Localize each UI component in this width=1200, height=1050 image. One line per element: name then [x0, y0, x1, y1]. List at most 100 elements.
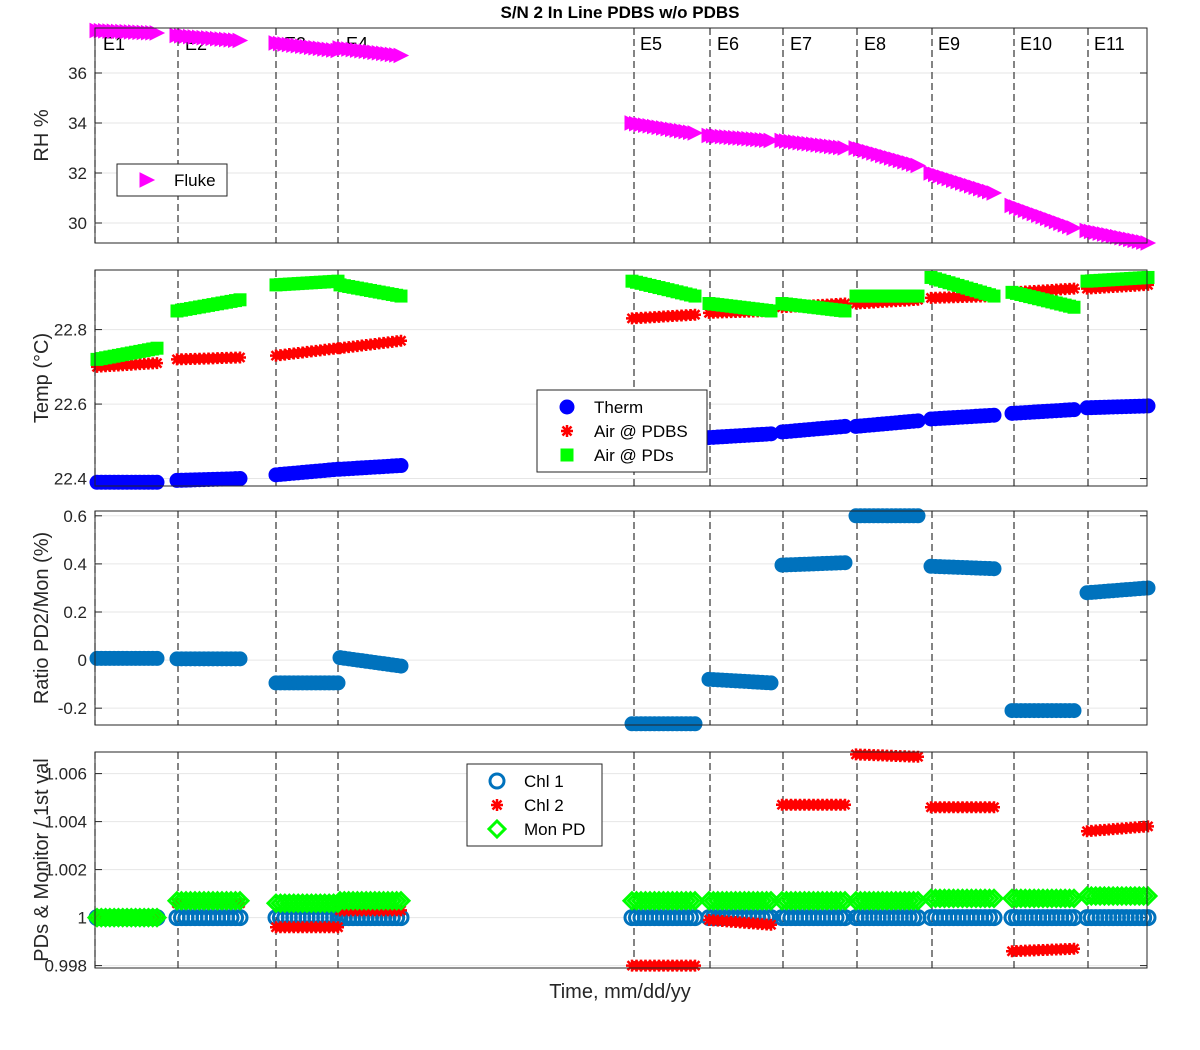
data-point [839, 798, 851, 811]
y-tick-label: 1 [78, 909, 87, 928]
data-point [393, 658, 409, 674]
data-point [149, 25, 166, 41]
legend-label: Air @ PDs [594, 446, 674, 465]
data-point [393, 458, 409, 474]
data-point [149, 650, 165, 666]
plot-area [95, 511, 1147, 725]
data-point [561, 425, 573, 437]
y-tick-label: -0.2 [58, 699, 87, 718]
data-point [1141, 270, 1155, 284]
data-point [830, 890, 851, 911]
y-tick-label: 0.4 [63, 555, 87, 574]
series-mon-pd [86, 885, 1159, 928]
legend: Fluke [116, 163, 228, 197]
event-label-e9: E9 [938, 34, 960, 54]
data-point [232, 32, 249, 49]
data-point [987, 289, 1001, 303]
legend-label: Chl 2 [524, 796, 564, 815]
data-point [560, 448, 574, 462]
y-tick-label: 22.6 [54, 395, 87, 414]
legend-box [116, 163, 228, 197]
y-tick-label: 1.004 [44, 813, 87, 832]
axes-frame [94, 269, 1148, 487]
data-point [395, 334, 407, 347]
axes-frame [94, 510, 1148, 726]
legend: Therm Air @ PDBS Air @ PDs [536, 389, 708, 473]
y-tick-label: 0.998 [44, 957, 87, 976]
data-point [986, 185, 1003, 201]
data-point [988, 801, 1000, 814]
data-point [1068, 282, 1080, 295]
series-air-pds [90, 270, 1155, 366]
y-tick-label: 0.2 [63, 603, 87, 622]
y-tick-label: 34 [68, 114, 87, 133]
data-point [1066, 703, 1082, 719]
y-tick-label: 1.002 [44, 861, 87, 880]
data-point [910, 413, 926, 429]
data-point [684, 890, 706, 911]
data-point [393, 47, 410, 64]
y-axis-label: PDs & Monitor / 1st val [31, 758, 53, 961]
data-point [687, 125, 704, 141]
data-point [985, 909, 1003, 927]
data-point [149, 474, 165, 490]
data-point [142, 907, 163, 928]
legend-label: Fluke [174, 171, 216, 190]
data-point [151, 357, 163, 370]
event-label-e11: E11 [1094, 34, 1125, 54]
data-point [146, 907, 168, 928]
figure-title: S/N 2 In Line PDBS w/o PDBS [501, 3, 740, 22]
data-point [390, 890, 412, 911]
legend-item: Chl 1 [488, 772, 564, 791]
data-point [1140, 580, 1156, 596]
legend-item: Air @ PDBS [561, 422, 688, 441]
y-tick-label: 30 [68, 214, 87, 233]
y-tick-label: 0 [78, 651, 87, 670]
data-point [839, 297, 851, 310]
data-point [139, 172, 156, 188]
data-point [491, 799, 503, 811]
data-point [234, 351, 246, 364]
data-point [763, 675, 779, 691]
legend-label: Mon PD [524, 820, 585, 839]
plot-area [95, 752, 1147, 968]
data-point [150, 341, 164, 355]
data-point [332, 921, 344, 934]
data-point [1133, 885, 1154, 907]
axes-frame [94, 751, 1148, 969]
data-point [837, 140, 854, 156]
data-point [1066, 402, 1082, 418]
data-point [764, 304, 778, 318]
data-point [1142, 820, 1154, 833]
panel-3: -0.2 0 0.2 0.4 0.6 Ratio PD2/Mon (%) [31, 507, 1156, 732]
y-axis-label: RH % [31, 109, 53, 161]
data-point [765, 918, 777, 931]
data-point [910, 157, 927, 174]
data-point [983, 888, 1005, 909]
data-point [486, 818, 508, 840]
legend-label: Therm [594, 398, 643, 417]
data-point [837, 555, 853, 571]
legend-label: Air @ PDBS [594, 422, 688, 441]
data-point [680, 890, 701, 911]
y-tick-label: 0.6 [63, 507, 87, 526]
data-point [559, 399, 575, 415]
data-point [232, 651, 248, 667]
data-point [912, 750, 924, 763]
series-fluke [89, 22, 1157, 251]
data-point [394, 289, 408, 303]
event-label-e5: E5 [640, 34, 662, 54]
data-point [689, 308, 701, 321]
data-point [233, 293, 247, 307]
data-point [1139, 909, 1157, 927]
series-therm [89, 398, 1156, 490]
x-axis-label: Time, mm/dd/yy [549, 981, 691, 1003]
y-tick-label: 22.4 [54, 470, 87, 489]
data-point [330, 675, 346, 691]
y-tick-label: 32 [68, 164, 87, 183]
data-point [1137, 885, 1159, 907]
data-point [687, 716, 703, 732]
